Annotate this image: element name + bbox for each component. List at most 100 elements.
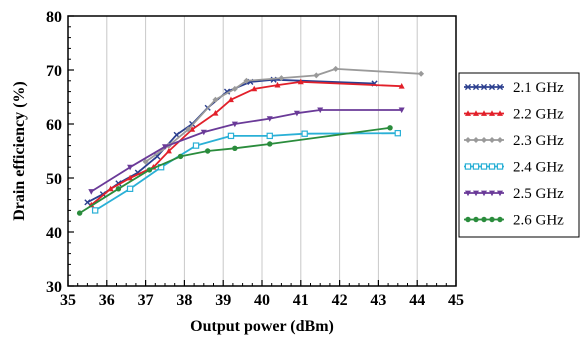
data-point — [332, 65, 339, 72]
data-point — [127, 174, 134, 181]
legend-marker — [497, 216, 503, 223]
data-point — [266, 132, 273, 140]
legend-item: 2.5 GHz — [464, 186, 564, 202]
legend-marker — [465, 216, 471, 223]
series-line — [94, 132, 398, 212]
legend-marker — [465, 137, 471, 143]
legend-label: 2.6 GHz — [513, 213, 564, 229]
legend-item: 2.6 GHz — [464, 213, 564, 229]
y-tick-label: 80 — [46, 9, 62, 26]
series-line — [145, 68, 422, 163]
legend-marker — [481, 110, 487, 116]
data-point — [394, 129, 402, 137]
x-tick-label: 38 — [176, 292, 192, 309]
data-point — [84, 199, 91, 206]
legend-marker — [497, 110, 503, 116]
legend-marker — [465, 110, 471, 116]
data-point — [189, 126, 196, 132]
legend-marker — [473, 137, 479, 143]
x-tick-label: 37 — [138, 292, 154, 309]
data-point — [192, 142, 200, 149]
legend-marker — [465, 190, 471, 197]
data-point — [243, 77, 250, 84]
legend-marker — [488, 83, 496, 91]
series-line — [90, 109, 402, 193]
x-tick-label: 45 — [448, 292, 464, 309]
data-point — [301, 130, 308, 137]
x-tick-label: 41 — [293, 292, 309, 309]
y-tick-label: 60 — [46, 117, 62, 134]
legend-marker — [481, 216, 487, 223]
legend-marker — [497, 190, 503, 197]
legend-label: 2.2 GHz — [513, 107, 564, 123]
legend-marker — [472, 163, 480, 170]
data-point — [165, 147, 172, 154]
data-point — [126, 185, 134, 192]
data-point — [313, 72, 320, 79]
legend-box — [458, 72, 580, 238]
series-2 — [88, 78, 405, 208]
series-6 — [76, 125, 393, 216]
y-tick-label: 50 — [46, 171, 62, 188]
legend-marker — [489, 110, 495, 116]
legend-marker — [472, 83, 480, 91]
x-tick-label: 39 — [215, 292, 231, 309]
legend-item: 2.3 GHz — [464, 133, 564, 149]
legend-marker — [464, 83, 472, 91]
legend-marker — [489, 137, 495, 143]
data-point — [88, 189, 95, 195]
x-tick-label: 40 — [254, 292, 270, 309]
legend-marker — [473, 190, 479, 197]
legend-marker — [480, 163, 488, 170]
axes: 35 36 37 38 39 40 41 42 43 44 45 30 40 50 60 70 80 — [46, 9, 464, 309]
data-point — [200, 129, 207, 136]
series-5 — [88, 107, 405, 195]
data-point — [387, 125, 393, 131]
data-point — [212, 110, 219, 116]
data-point — [231, 85, 238, 92]
data-point — [293, 110, 300, 117]
data-point — [142, 158, 149, 165]
data-point — [231, 121, 238, 128]
x-axis-title: Output power (dBm) — [190, 318, 334, 335]
legend-marker — [496, 83, 504, 91]
data-point — [274, 81, 281, 88]
data-point — [398, 107, 405, 114]
data-point — [278, 75, 285, 82]
data-point — [266, 116, 273, 122]
legend-marker — [488, 163, 496, 170]
data-point — [418, 70, 425, 77]
data-point — [107, 185, 114, 192]
x-tick-label: 42 — [332, 292, 348, 309]
y-axis-title: Drain efficiency (%) — [11, 81, 28, 221]
x-tick-label: 35 — [60, 292, 76, 309]
legend-label: 2.5 GHz — [513, 186, 564, 202]
legend: 2.1 GHz 2.2 GHz 2.3 GHz 2.4 GHz 2.5 GHz 2.6 G… — [458, 72, 580, 238]
legend-label: 2.1 GHz — [513, 80, 564, 96]
data-point — [227, 132, 235, 140]
series-line — [90, 81, 402, 206]
data-point — [227, 96, 234, 103]
data-point — [212, 96, 219, 103]
data-point — [267, 141, 273, 147]
data-point — [232, 145, 238, 151]
y-tick-label: 40 — [46, 225, 62, 242]
legend-item: 2.2 GHz — [464, 107, 564, 123]
y-tick-label: 30 — [46, 279, 62, 296]
data-point — [317, 107, 324, 114]
legend-marker — [480, 83, 488, 91]
legend-marker — [464, 163, 472, 170]
x-tick-label: 36 — [99, 292, 115, 309]
data-point — [177, 153, 184, 160]
data-point — [185, 126, 192, 133]
legend-marker — [489, 190, 495, 197]
legend-label: 2.3 GHz — [513, 133, 564, 149]
grid-lines — [106, 16, 418, 286]
legend-marker — [473, 110, 479, 116]
legend-marker — [481, 137, 487, 143]
data-point — [127, 164, 134, 171]
legend-marker — [496, 163, 504, 170]
data-point — [297, 78, 304, 85]
series-lines — [76, 65, 425, 216]
legend-item: 2.4 GHz — [464, 160, 564, 176]
